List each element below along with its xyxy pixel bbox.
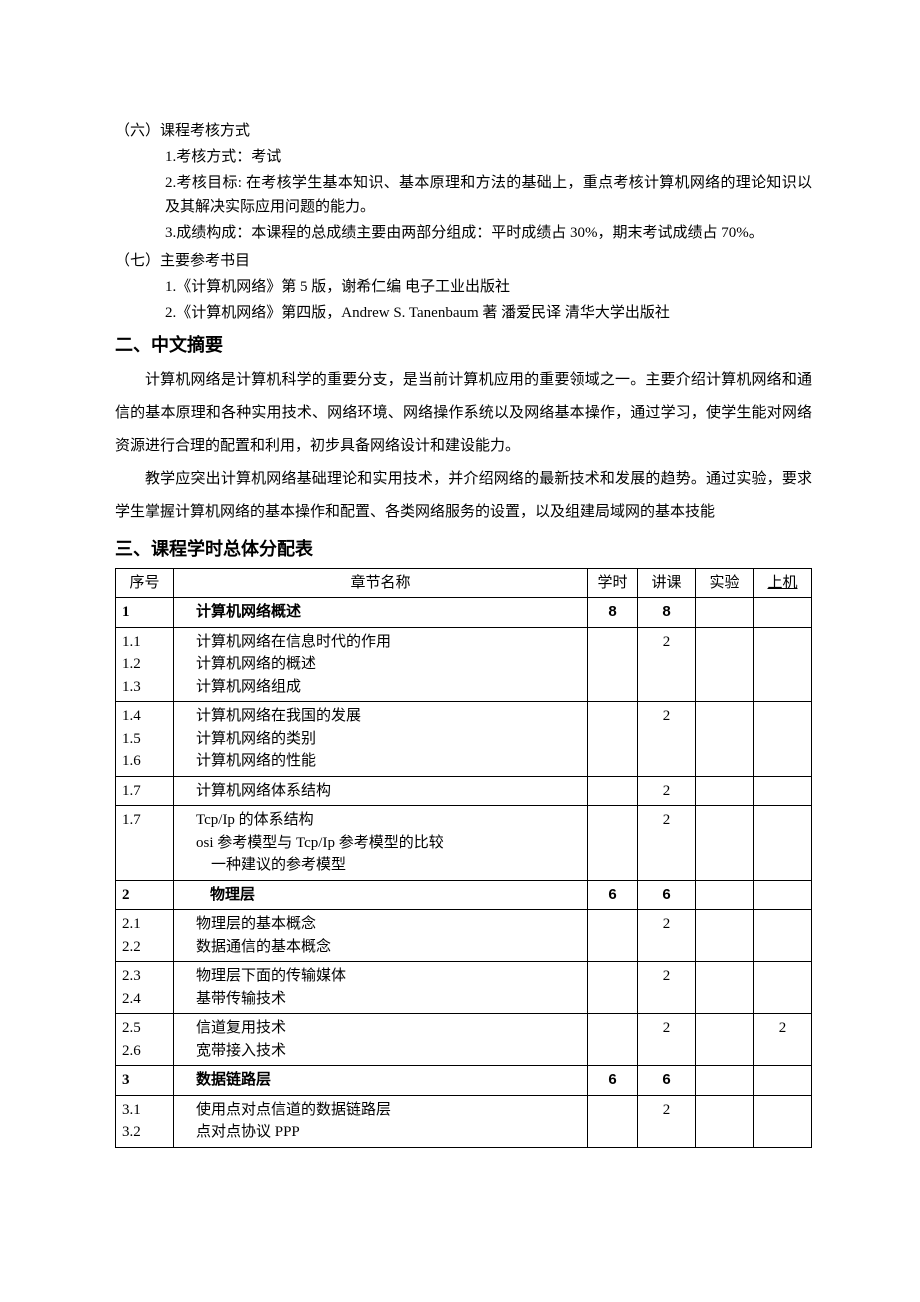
row-h1: 6 bbox=[588, 880, 638, 910]
row-name: 物理层 bbox=[174, 880, 588, 910]
section-6-heading: （六）课程考核方式 bbox=[115, 119, 812, 143]
row-h4 bbox=[754, 806, 812, 881]
row-name: 物理层的基本概念数据通信的基本概念 bbox=[174, 910, 588, 962]
row-name: 使用点对点信道的数据链路层点对点协议 PPP bbox=[174, 1095, 588, 1147]
row-name: 信道复用技术宽带接入技术 bbox=[174, 1014, 588, 1066]
table-row: 2物理层66 bbox=[116, 880, 812, 910]
row-h4 bbox=[754, 627, 812, 702]
row-h3 bbox=[696, 598, 754, 628]
row-h4 bbox=[754, 910, 812, 962]
row-h4 bbox=[754, 962, 812, 1014]
row-h3 bbox=[696, 1066, 754, 1096]
row-name: 计算机网络在信息时代的作用计算机网络的概述计算机网络组成 bbox=[174, 627, 588, 702]
row-h3 bbox=[696, 880, 754, 910]
section-6-item-1: 1.考核方式：考试 bbox=[115, 145, 812, 169]
table-row: 1计算机网络概述88 bbox=[116, 598, 812, 628]
row-name: 计算机网络在我国的发展计算机网络的类别计算机网络的性能 bbox=[174, 702, 588, 777]
row-h2: 6 bbox=[638, 1066, 696, 1096]
row-idx: 1.7 bbox=[116, 776, 174, 806]
row-idx: 2.32.4 bbox=[116, 962, 174, 1014]
row-h4 bbox=[754, 880, 812, 910]
row-h3 bbox=[696, 627, 754, 702]
row-name: 计算机网络体系结构 bbox=[174, 776, 588, 806]
row-idx: 3 bbox=[116, 1066, 174, 1096]
row-name: Tcp/Ip 的体系结构osi 参考模型与 Tcp/Ip 参考模型的比较 一种建… bbox=[174, 806, 588, 881]
row-h1: 6 bbox=[588, 1066, 638, 1096]
table-header-idx: 序号 bbox=[116, 568, 174, 598]
table-header-name: 章节名称 bbox=[174, 568, 588, 598]
section-7-item-1: 1.《计算机网络》第 5 版，谢希仁编 电子工业出版社 bbox=[115, 275, 812, 299]
row-idx: 1 bbox=[116, 598, 174, 628]
table-header-hours: 学时 bbox=[588, 568, 638, 598]
row-h1: 8 bbox=[588, 598, 638, 628]
row-h2: 2 bbox=[638, 910, 696, 962]
table-row: 3.13.2使用点对点信道的数据链路层点对点协议 PPP 2 bbox=[116, 1095, 812, 1147]
section-7-item-2: 2.《计算机网络》第四版，Andrew S. Tanenbaum 著 潘爱民译 … bbox=[115, 301, 812, 325]
row-h1 bbox=[588, 1095, 638, 1147]
abstract-heading: 二、中文摘要 bbox=[115, 331, 812, 360]
row-idx: 1.41.51.6 bbox=[116, 702, 174, 777]
abstract-paragraph-2: 教学应突出计算机网络基础理论和实用技术，并介绍网络的最新技术和发展的趋势。通过实… bbox=[115, 463, 812, 529]
table-header-experiment: 实验 bbox=[696, 568, 754, 598]
row-h2: 2 bbox=[638, 627, 696, 702]
row-name: 数据链路层 bbox=[174, 1066, 588, 1096]
table-row: 1.7Tcp/Ip 的体系结构osi 参考模型与 Tcp/Ip 参考模型的比较 … bbox=[116, 806, 812, 881]
row-h4 bbox=[754, 598, 812, 628]
row-h4 bbox=[754, 1066, 812, 1096]
row-idx: 1.7 bbox=[116, 806, 174, 881]
row-h2: 2 bbox=[638, 702, 696, 777]
row-h1 bbox=[588, 702, 638, 777]
row-h1 bbox=[588, 1014, 638, 1066]
table-heading: 三、课程学时总体分配表 bbox=[115, 535, 812, 564]
row-idx: 2 bbox=[116, 880, 174, 910]
row-h2: 2 bbox=[638, 806, 696, 881]
section-7-heading: （七）主要参考书目 bbox=[115, 249, 812, 273]
row-h4 bbox=[754, 702, 812, 777]
row-idx: 2.12.2 bbox=[116, 910, 174, 962]
table-header-lab: 上机 bbox=[754, 568, 812, 598]
row-h2: 8 bbox=[638, 598, 696, 628]
row-h2: 2 bbox=[638, 1095, 696, 1147]
row-h2: 2 bbox=[638, 776, 696, 806]
table-row: 1.41.51.6计算机网络在我国的发展计算机网络的类别计算机网络的性能 2 bbox=[116, 702, 812, 777]
row-idx: 2.52.6 bbox=[116, 1014, 174, 1066]
row-h3 bbox=[696, 1014, 754, 1066]
row-h3 bbox=[696, 1095, 754, 1147]
table-row: 2.32.4物理层下面的传输媒体基带传输技术 2 bbox=[116, 962, 812, 1014]
hours-table: 序号 章节名称 学时 讲课 实验 上机 1计算机网络概述881.11.21.3计… bbox=[115, 568, 812, 1148]
row-h2: 2 bbox=[638, 1014, 696, 1066]
abstract-paragraph-1: 计算机网络是计算机科学的重要分支，是当前计算机应用的重要领域之一。主要介绍计算机… bbox=[115, 364, 812, 463]
row-h1 bbox=[588, 962, 638, 1014]
row-h4 bbox=[754, 1095, 812, 1147]
row-h1 bbox=[588, 776, 638, 806]
row-h1 bbox=[588, 806, 638, 881]
section-6-item-2: 2.考核目标: 在考核学生基本知识、基本原理和方法的基础上，重点考核计算机网络的… bbox=[115, 171, 812, 219]
row-name: 物理层下面的传输媒体基带传输技术 bbox=[174, 962, 588, 1014]
row-h3 bbox=[696, 702, 754, 777]
row-h1 bbox=[588, 910, 638, 962]
row-h3 bbox=[696, 962, 754, 1014]
table-row: 3数据链路层66 bbox=[116, 1066, 812, 1096]
row-h1 bbox=[588, 627, 638, 702]
row-idx: 1.11.21.3 bbox=[116, 627, 174, 702]
row-h2: 2 bbox=[638, 962, 696, 1014]
table-header-row: 序号 章节名称 学时 讲课 实验 上机 bbox=[116, 568, 812, 598]
row-h3 bbox=[696, 776, 754, 806]
table-row: 2.12.2物理层的基本概念数据通信的基本概念 2 bbox=[116, 910, 812, 962]
row-h2: 6 bbox=[638, 880, 696, 910]
table-row: 1.7计算机网络体系结构 2 bbox=[116, 776, 812, 806]
row-name: 计算机网络概述 bbox=[174, 598, 588, 628]
table-header-lecture: 讲课 bbox=[638, 568, 696, 598]
table-row: 1.11.21.3计算机网络在信息时代的作用计算机网络的概述计算机网络组成 2 bbox=[116, 627, 812, 702]
row-h4 bbox=[754, 776, 812, 806]
row-h3 bbox=[696, 910, 754, 962]
table-row: 2.52.6信道复用技术宽带接入技术 2 2 bbox=[116, 1014, 812, 1066]
section-6-item-3: 3.成绩构成：本课程的总成绩主要由两部分组成：平时成绩占 30%，期末考试成绩占… bbox=[115, 221, 812, 245]
row-idx: 3.13.2 bbox=[116, 1095, 174, 1147]
row-h4: 2 bbox=[754, 1014, 812, 1066]
row-h3 bbox=[696, 806, 754, 881]
